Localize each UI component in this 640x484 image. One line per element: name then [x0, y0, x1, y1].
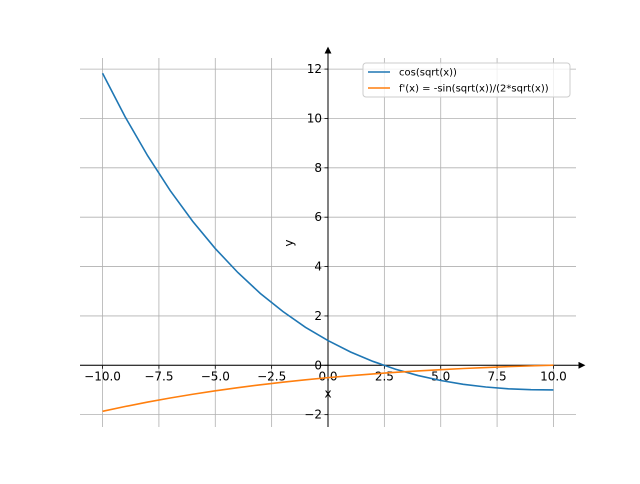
- line: [101, 72, 554, 391]
- y-tick-label: 2: [314, 309, 322, 323]
- y-tick-label: −2: [304, 408, 322, 422]
- x-tick-label: 7.5: [488, 369, 507, 383]
- x-tick-label: −10.0: [84, 369, 121, 383]
- y-tick-label: 8: [314, 161, 322, 175]
- x-tick-label: 2.5: [375, 369, 394, 383]
- x-axis-label: x: [324, 386, 331, 400]
- legend-label: cos(sqrt(x)): [399, 68, 457, 79]
- y-tick-label: 12: [307, 62, 322, 76]
- y-tick-label: 10: [307, 111, 322, 125]
- line: [102, 364, 554, 413]
- x-tick-label: −2.5: [257, 369, 286, 383]
- legend-label: f'(x) = -sin(sqrt(x))/(2*sqrt(x)): [399, 84, 549, 95]
- x-tick-label: −7.5: [144, 369, 173, 383]
- x-tick-label: 10.0: [540, 369, 567, 383]
- y-tick-label: 4: [314, 260, 322, 274]
- y-axis-label: y: [282, 239, 296, 246]
- x-tick-label: −5.0: [201, 369, 230, 383]
- y-tick-label: 6: [314, 210, 322, 224]
- legend-box: [362, 62, 571, 98]
- legend: cos(sqrt(x)) f'(x) = -sin(sqrt(x))/(2*sqr…: [362, 62, 571, 98]
